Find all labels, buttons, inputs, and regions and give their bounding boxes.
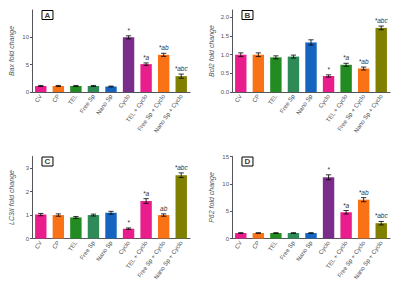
svg-text:Free Sp: Free Sp <box>279 239 297 260</box>
svg-text:C: C <box>44 157 50 166</box>
svg-text:0: 0 <box>26 236 30 242</box>
svg-text:5: 5 <box>26 62 30 68</box>
svg-text:*a: *a <box>143 190 150 197</box>
svg-text:*ab: *ab <box>359 189 369 196</box>
svg-text:*abc: *abc <box>375 17 389 24</box>
svg-text:2: 2 <box>26 189 30 195</box>
svg-text:*abc: *abc <box>175 65 189 72</box>
svg-text:1.0: 1.0 <box>221 52 230 58</box>
svg-text:Free Sp: Free Sp <box>79 93 97 114</box>
svg-text:Cyclo: Cyclo <box>317 93 331 109</box>
svg-text:TEL + Cyclo: TEL + Cyclo <box>124 93 149 124</box>
svg-text:CV: CV <box>234 240 244 250</box>
svg-text:Nano Sp: Nano Sp <box>95 239 114 262</box>
svg-text:Bcl2 fold change: Bcl2 fold change <box>208 25 216 77</box>
svg-text:*: * <box>127 27 130 34</box>
svg-text:*: * <box>327 166 330 173</box>
svg-text:CV: CV <box>34 93 44 103</box>
svg-text:TEL: TEL <box>67 239 79 252</box>
svg-text:*ab: *ab <box>159 44 169 51</box>
svg-text:Nano Sp + Cyclo: Nano Sp + Cyclo <box>353 93 384 134</box>
svg-text:Nano Sp + Cyclo: Nano Sp + Cyclo <box>153 239 184 280</box>
svg-text:TEL + Cyclo: TEL + Cyclo <box>324 239 349 270</box>
svg-text:P62 fold change: P62 fold change <box>208 172 216 223</box>
svg-text:Nano Sp: Nano Sp <box>295 93 314 116</box>
svg-text:*ab: *ab <box>359 58 369 65</box>
svg-text:TEL: TEL <box>67 93 79 106</box>
svg-text:B: B <box>244 11 250 20</box>
svg-text:CV: CV <box>34 240 44 250</box>
svg-text:CV: CV <box>234 93 244 103</box>
svg-text:LC3II fold change: LC3II fold change <box>8 170 16 225</box>
svg-text:0: 0 <box>226 236 230 242</box>
svg-text:Free Sp: Free Sp <box>79 239 97 260</box>
svg-text:*a: *a <box>343 202 350 209</box>
svg-text:1: 1 <box>26 212 30 218</box>
svg-text:10: 10 <box>22 34 29 40</box>
svg-text:Nano Sp + Cyclo: Nano Sp + Cyclo <box>353 239 384 280</box>
svg-text:ab: ab <box>160 205 168 212</box>
svg-text:3: 3 <box>26 165 30 171</box>
svg-text:*abc: *abc <box>175 164 189 171</box>
svg-text:TEL + Cyclo: TEL + Cyclo <box>324 93 349 124</box>
svg-text:Cyclo: Cyclo <box>317 239 331 255</box>
svg-text:CP: CP <box>251 93 261 103</box>
svg-text:2.0: 2.0 <box>221 14 230 20</box>
svg-text:Free Sp + Cyclo: Free Sp + Cyclo <box>136 93 167 133</box>
svg-text:Nano Sp + Cyclo: Nano Sp + Cyclo <box>153 93 184 134</box>
svg-text:TEL: TEL <box>267 93 279 106</box>
svg-text:Free Sp + Cyclo: Free Sp + Cyclo <box>136 239 167 279</box>
svg-text:*: * <box>327 66 330 73</box>
svg-text:Free Sp: Free Sp <box>279 93 297 114</box>
svg-text:Nano Sp: Nano Sp <box>95 93 114 116</box>
svg-text:15: 15 <box>222 154 229 160</box>
svg-text:Free Sp + Cyclo: Free Sp + Cyclo <box>336 93 367 133</box>
svg-text:Cyclo: Cyclo <box>117 93 131 109</box>
svg-text:A: A <box>44 11 50 20</box>
svg-text:CP: CP <box>251 240 261 250</box>
svg-text:1.5: 1.5 <box>221 33 230 39</box>
svg-text:D: D <box>244 157 250 166</box>
svg-text:CP: CP <box>51 240 61 250</box>
svg-text:*a: *a <box>143 54 150 61</box>
svg-text:TEL + Cyclo: TEL + Cyclo <box>124 239 149 270</box>
svg-text:TEL: TEL <box>267 239 279 252</box>
svg-text:0.0: 0.0 <box>221 89 230 95</box>
svg-text:0.5: 0.5 <box>221 70 230 76</box>
svg-text:*abc: *abc <box>375 212 389 219</box>
svg-text:0: 0 <box>26 89 30 95</box>
svg-text:Cyclo: Cyclo <box>117 239 131 255</box>
svg-text:*a: *a <box>343 54 350 61</box>
svg-text:5: 5 <box>226 208 230 214</box>
svg-text:Bax fold change: Bax fold change <box>8 26 16 76</box>
svg-text:*: * <box>127 219 130 226</box>
svg-text:Free Sp + Cyclo: Free Sp + Cyclo <box>336 239 367 279</box>
svg-text:CP: CP <box>51 93 61 103</box>
svg-text:10: 10 <box>222 181 229 187</box>
svg-text:Nano Sp: Nano Sp <box>295 239 314 262</box>
